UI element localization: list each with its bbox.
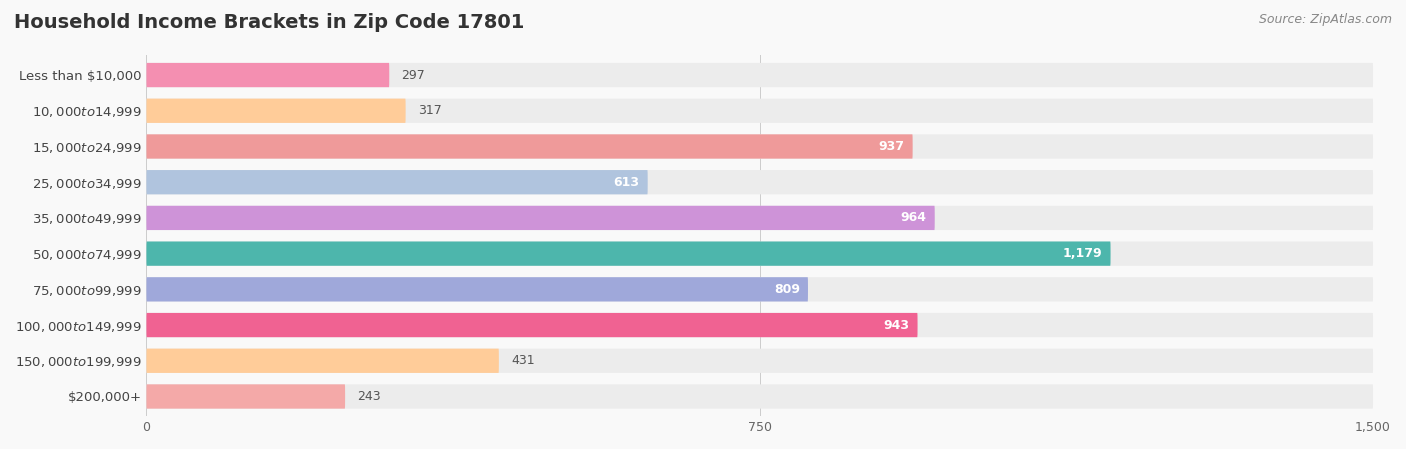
FancyBboxPatch shape	[146, 134, 1374, 158]
Text: 243: 243	[357, 390, 381, 403]
Text: 1,179: 1,179	[1063, 247, 1102, 260]
FancyBboxPatch shape	[146, 242, 1374, 266]
Text: 964: 964	[901, 211, 927, 224]
Text: 613: 613	[613, 176, 640, 189]
Text: 431: 431	[512, 354, 534, 367]
FancyBboxPatch shape	[146, 206, 1374, 230]
FancyBboxPatch shape	[146, 134, 912, 158]
FancyBboxPatch shape	[146, 242, 1111, 266]
Text: 943: 943	[883, 318, 910, 331]
Text: 809: 809	[773, 283, 800, 296]
FancyBboxPatch shape	[146, 63, 1374, 87]
FancyBboxPatch shape	[146, 313, 918, 337]
Text: Source: ZipAtlas.com: Source: ZipAtlas.com	[1258, 13, 1392, 26]
FancyBboxPatch shape	[146, 384, 1374, 409]
FancyBboxPatch shape	[146, 348, 1374, 373]
FancyBboxPatch shape	[146, 384, 344, 409]
Text: 937: 937	[879, 140, 904, 153]
FancyBboxPatch shape	[146, 170, 1374, 194]
FancyBboxPatch shape	[146, 63, 389, 87]
Text: 317: 317	[418, 104, 441, 117]
FancyBboxPatch shape	[146, 170, 648, 194]
FancyBboxPatch shape	[146, 277, 1374, 301]
FancyBboxPatch shape	[146, 99, 1374, 123]
FancyBboxPatch shape	[146, 313, 1374, 337]
FancyBboxPatch shape	[146, 348, 499, 373]
FancyBboxPatch shape	[146, 206, 935, 230]
FancyBboxPatch shape	[146, 277, 808, 301]
Text: Household Income Brackets in Zip Code 17801: Household Income Brackets in Zip Code 17…	[14, 13, 524, 32]
FancyBboxPatch shape	[146, 99, 406, 123]
Text: 297: 297	[402, 69, 425, 82]
